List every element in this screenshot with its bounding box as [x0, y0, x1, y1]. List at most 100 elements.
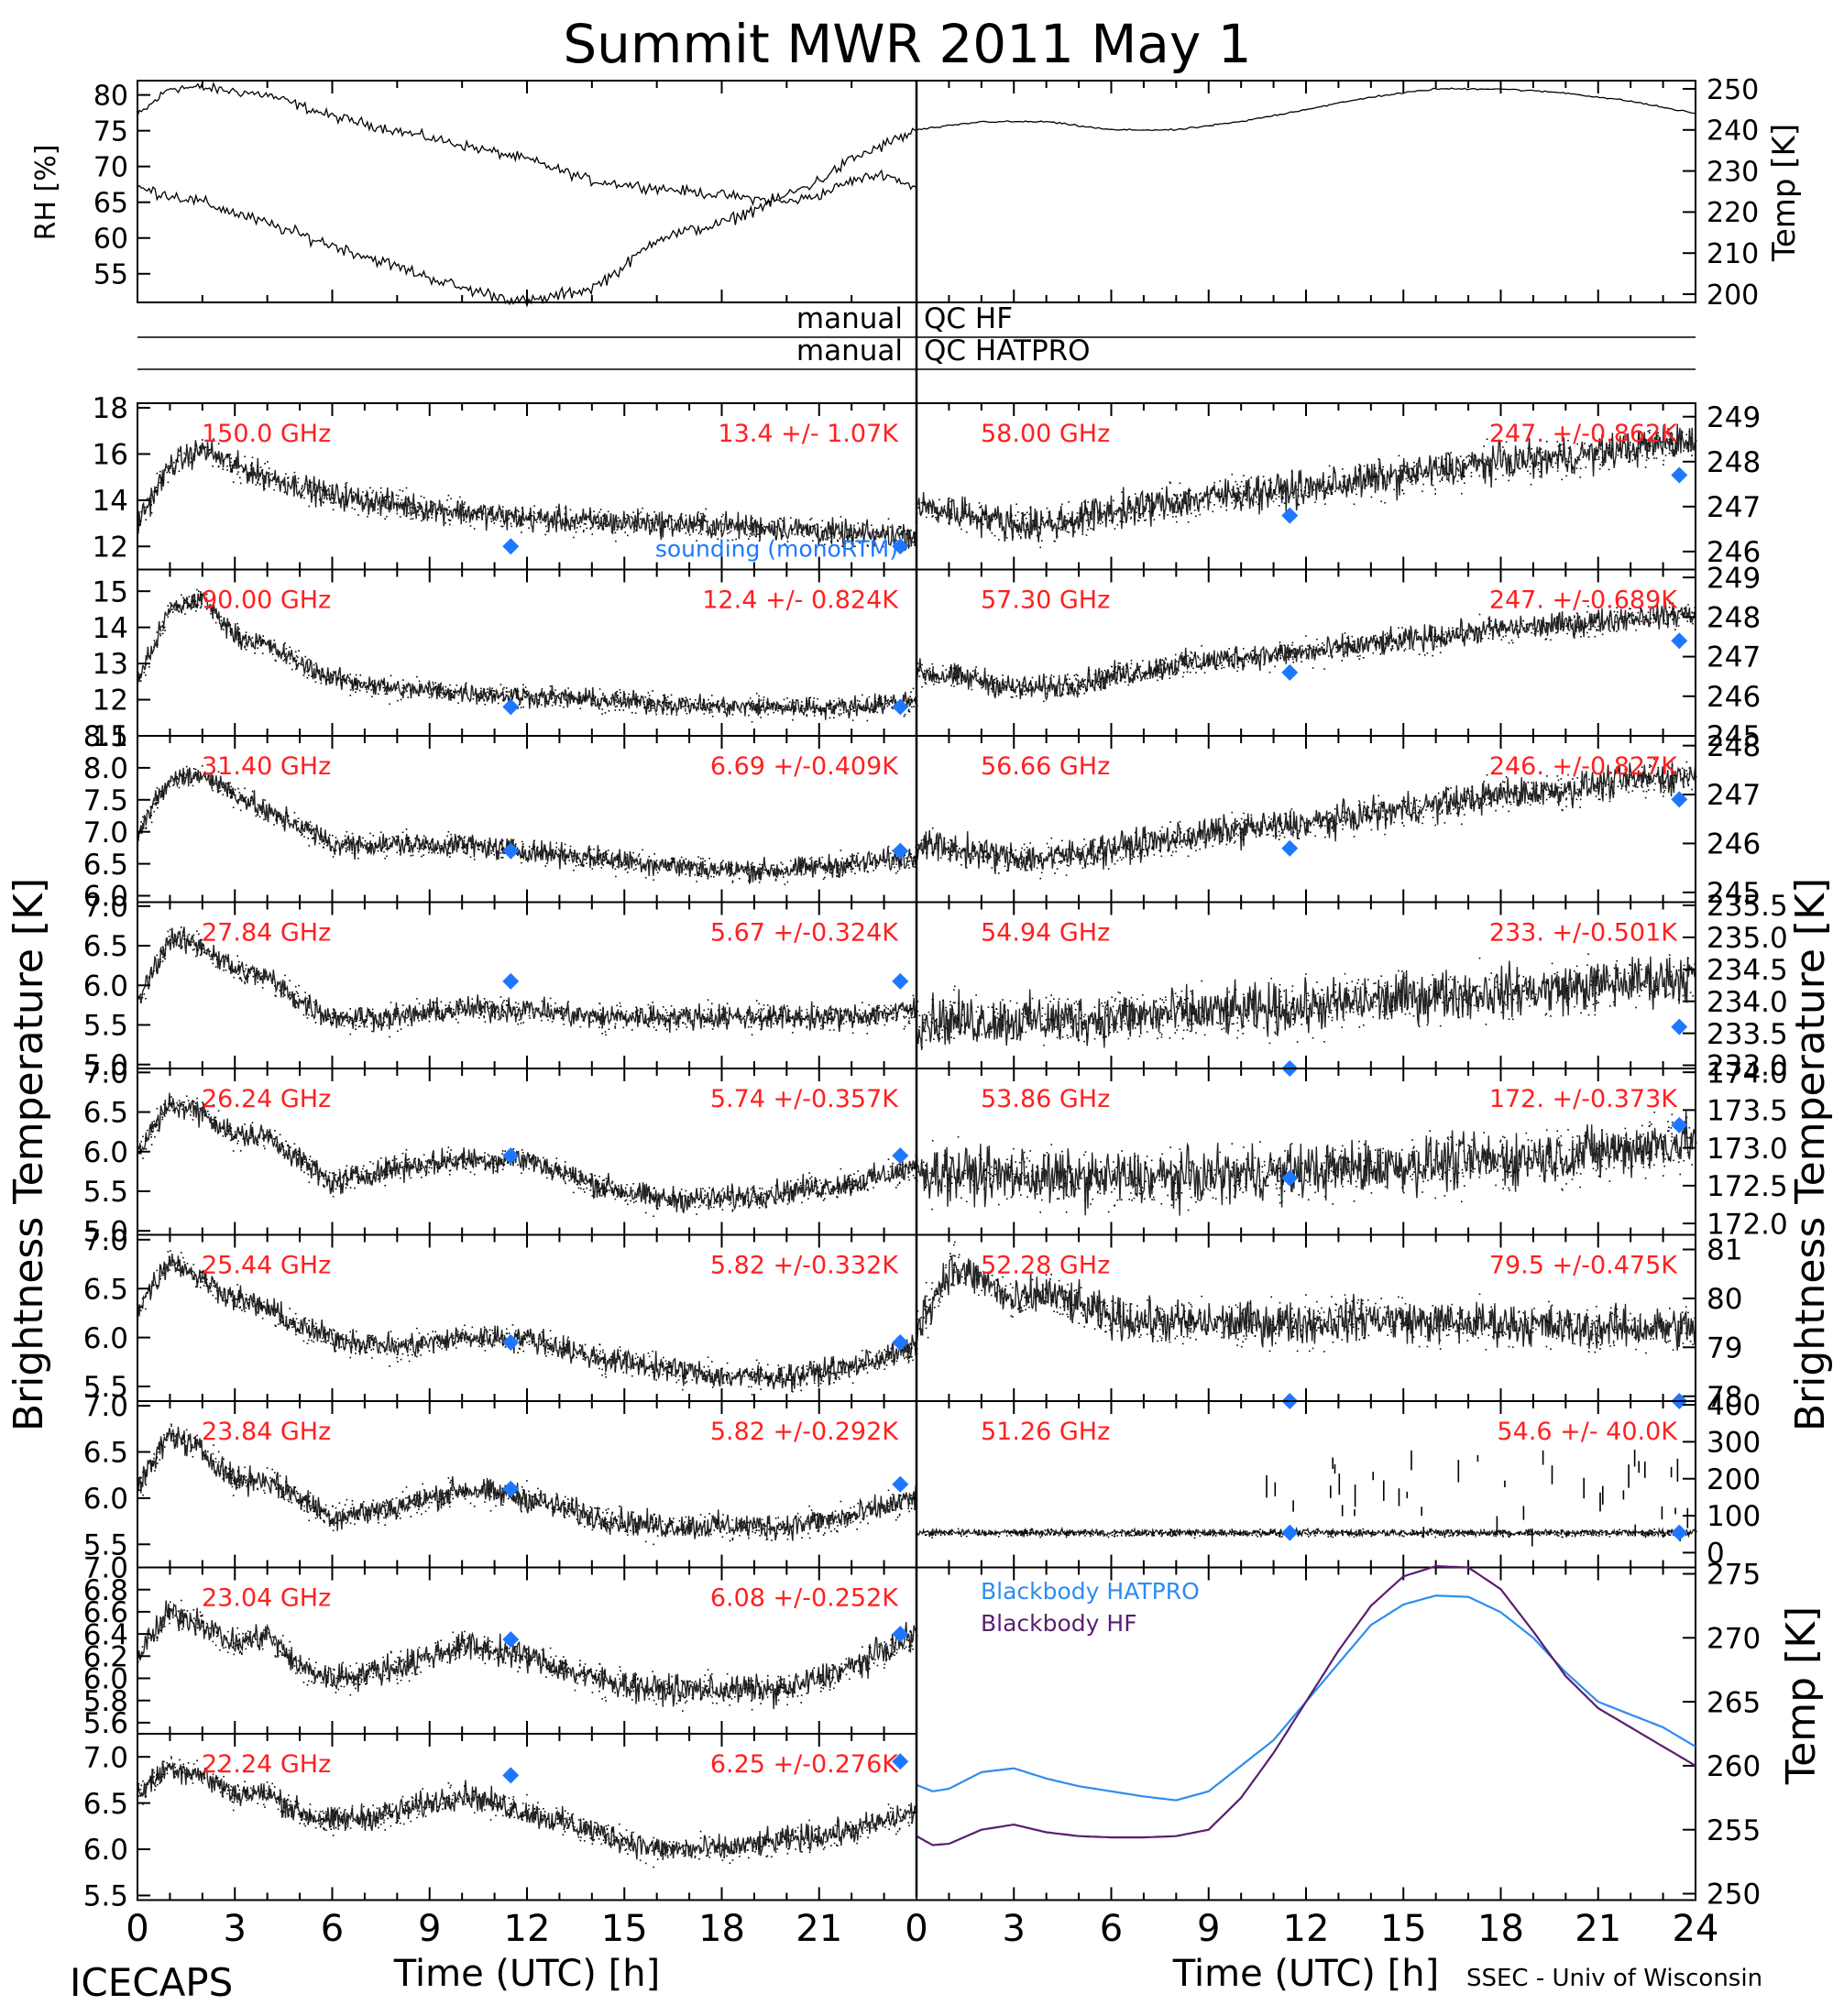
ch2384-point	[440, 1496, 442, 1497]
ch2384-point	[282, 1490, 285, 1493]
ch150-point	[501, 515, 503, 517]
ch2784-point	[255, 974, 257, 977]
ch2624-point	[412, 1166, 414, 1167]
ch2544-point	[304, 1317, 306, 1320]
ch2544-point	[616, 1361, 618, 1363]
ch2544-point	[767, 1375, 769, 1378]
ch2544-point	[274, 1315, 276, 1317]
ch2784-point	[237, 969, 240, 971]
ch2544-point	[511, 1324, 514, 1326]
ch3140-point	[522, 855, 524, 857]
ch90-point	[491, 687, 493, 689]
ch3140-point	[432, 841, 434, 843]
ch2384-point	[157, 1463, 159, 1464]
ch90-point	[806, 714, 808, 716]
ch2624-point	[907, 1172, 909, 1175]
ch2384-point	[815, 1527, 818, 1528]
ch2624-point	[350, 1177, 353, 1178]
ch3140-point	[790, 860, 792, 862]
ch150-point	[655, 519, 658, 520]
ch90-point	[843, 701, 845, 703]
ch2544-point	[601, 1374, 603, 1376]
ch2544-point	[192, 1264, 195, 1265]
ch2784-point	[813, 1026, 816, 1028]
ch2784-point	[903, 1015, 905, 1018]
ch2544-point	[819, 1383, 822, 1385]
ch2624-point	[338, 1168, 341, 1171]
ch2624-point	[871, 1180, 873, 1182]
ch2544-point	[372, 1348, 375, 1350]
ch90-point	[758, 700, 760, 703]
ch3140-point	[776, 876, 778, 878]
ch3140-point	[580, 864, 582, 866]
ch2384-point	[521, 1501, 523, 1503]
ch150-point	[837, 539, 839, 542]
ch2384-point	[194, 1442, 196, 1444]
ch2544-point	[882, 1357, 884, 1359]
ch2384-point	[563, 1514, 565, 1517]
ch150-point	[585, 515, 587, 518]
ch2384-point	[492, 1492, 495, 1494]
ch3140-point	[156, 787, 159, 789]
ch2784-ytick-label: 6.5	[83, 930, 128, 963]
ch2624-point	[811, 1185, 814, 1188]
ch3140-point	[463, 850, 466, 853]
ch150-point	[707, 520, 708, 522]
ch2624-point	[296, 1154, 299, 1156]
ch2544-point	[751, 1394, 753, 1396]
ch90-point	[251, 637, 254, 639]
ch2544-point	[494, 1338, 496, 1340]
ch2544-point	[517, 1337, 520, 1339]
ch150-point	[365, 494, 368, 497]
ch2784-point	[829, 1012, 831, 1014]
ch3140-sounding-marker	[502, 842, 520, 860]
ch3140-point	[887, 845, 890, 848]
ch3140-point	[553, 857, 554, 859]
ch2784-point	[703, 1021, 706, 1024]
ch150-point	[207, 446, 209, 448]
ch3140-point	[555, 842, 558, 844]
ch2384-point	[887, 1489, 890, 1492]
ch2784-point	[460, 1003, 463, 1006]
ch3140-point	[501, 839, 504, 842]
ch2624-point	[443, 1160, 445, 1162]
ch150-point	[547, 523, 549, 525]
ch90-point	[749, 697, 752, 699]
ch150-point	[912, 541, 915, 543]
ch150-point	[222, 468, 225, 470]
ch2384-point	[605, 1518, 607, 1520]
ch2624-point	[591, 1195, 594, 1197]
ch90-point	[551, 705, 554, 707]
ch90-point	[268, 643, 270, 646]
ch2784-point	[818, 1021, 821, 1023]
ch2544-point	[838, 1376, 840, 1378]
ch2384-point	[377, 1517, 379, 1518]
ch3140-point	[203, 775, 206, 778]
ch2544-point	[771, 1376, 773, 1378]
ch90-point	[161, 632, 164, 635]
ch150-point	[178, 455, 181, 456]
ch2784-point	[517, 1009, 520, 1011]
ch2624-point	[142, 1135, 144, 1138]
ch2624-point	[330, 1189, 332, 1190]
ch150-point	[477, 511, 478, 514]
ch2624-point	[738, 1194, 740, 1196]
ch2544-point	[168, 1256, 170, 1258]
ch2624-point	[251, 1122, 254, 1123]
ch2544-point	[268, 1306, 270, 1308]
ch2784-point	[368, 1014, 371, 1017]
ch2624-point	[419, 1168, 421, 1171]
ch2384-point	[303, 1499, 306, 1501]
ch90-point	[230, 628, 233, 630]
ch2544-point	[579, 1343, 581, 1346]
ch3140-point	[429, 843, 431, 845]
ch3140-point	[851, 871, 853, 873]
ch150-point	[233, 464, 235, 466]
ch2384-point	[439, 1498, 442, 1501]
ch2544-point	[230, 1293, 233, 1296]
ch150-point	[293, 471, 296, 474]
ch150-point	[817, 530, 818, 532]
ch2624-point	[157, 1129, 159, 1132]
ch2624-point	[335, 1188, 337, 1190]
ch2784-point	[873, 1020, 875, 1022]
